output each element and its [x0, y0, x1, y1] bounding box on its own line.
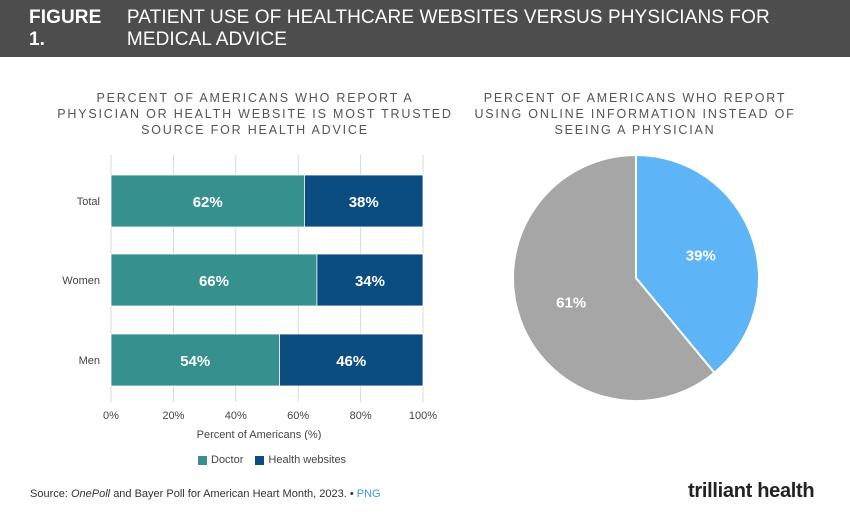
- source-italic: OnePoll: [70, 488, 111, 500]
- bar-doctor-women: [110, 253, 318, 307]
- bar-health-websites-total: [304, 174, 424, 228]
- data-label-health-websites-total: 38%: [349, 194, 379, 211]
- data-label-health-websites-women: 34%: [355, 273, 385, 290]
- source-rest: and Bayer Poll for American Heart Month,…: [113, 488, 347, 500]
- figure-title: PATIENT USE OF HEALTHCARE WEBSITES VERSU…: [126, 6, 770, 50]
- bar-health-websites-women: [316, 253, 424, 307]
- data-label-health-websites-men: 46%: [336, 353, 366, 370]
- source-separator: •: [349, 488, 354, 500]
- x-tick-label: 100%: [409, 410, 437, 422]
- brand-logo: trilliant health: [688, 480, 815, 502]
- bar-health-websites-men: [279, 333, 424, 387]
- pie-slice-39: [635, 153, 760, 375]
- source-note: Source: OnePoll and Bayer Poll for Ameri…: [30, 488, 381, 500]
- bar-doctor-total: [110, 174, 305, 228]
- pie-slice-61: [512, 153, 716, 402]
- source-prefix: Source:: [30, 488, 68, 500]
- legend-label-health-websites: Health websites: [268, 454, 347, 466]
- x-tick-label: 60%: [287, 410, 309, 422]
- category-label-total: Total: [77, 196, 100, 208]
- x-tick-label: 0%: [103, 410, 119, 422]
- pie-label-61: 61%: [556, 294, 586, 311]
- x-tick-label: 80%: [350, 410, 372, 422]
- category-label-men: Men: [79, 355, 100, 367]
- legend-item-health-websites: Health websites: [255, 454, 346, 466]
- x-tick-label: 20%: [162, 410, 184, 422]
- data-label-doctor-women: 66%: [199, 273, 229, 290]
- x-axis-label: Percent of Americans (%): [197, 429, 322, 440]
- bar-doctor-men: [110, 333, 280, 387]
- figure-header: FIGURE 1. PATIENT USE OF HEALTHCARE WEBS…: [0, 0, 850, 57]
- legend-swatch-health-websites: [255, 455, 265, 465]
- data-label-doctor-total: 62%: [193, 194, 223, 211]
- pie-chart: 39% 61%: [512, 153, 760, 402]
- pie-label-39: 39%: [686, 248, 716, 265]
- category-label-women: Women: [62, 275, 100, 287]
- figure-label: FIGURE 1.: [29, 6, 102, 50]
- legend-swatch-doctor: [198, 455, 207, 465]
- x-tick-label: 40%: [225, 410, 247, 422]
- data-label-doctor-men: 54%: [180, 353, 210, 370]
- bar-chart: 0% 20% 40% 60% 80% 100% Total 62% 38% Women 66% 34%…: [62, 155, 437, 440]
- png-link[interactable]: PNG: [356, 488, 381, 500]
- pie-chart-title: PERCENT OF AMERICANS WHO REPORT USING ON…: [474, 91, 796, 137]
- legend-label-doctor: Doctor: [211, 454, 244, 466]
- bar-legend: Doctor Health websites: [198, 454, 346, 466]
- bar-chart-title: PERCENT OF AMERICANS WHO REPORT A PHYSIC…: [57, 91, 453, 137]
- legend-item-doctor: Doctor: [198, 454, 243, 466]
